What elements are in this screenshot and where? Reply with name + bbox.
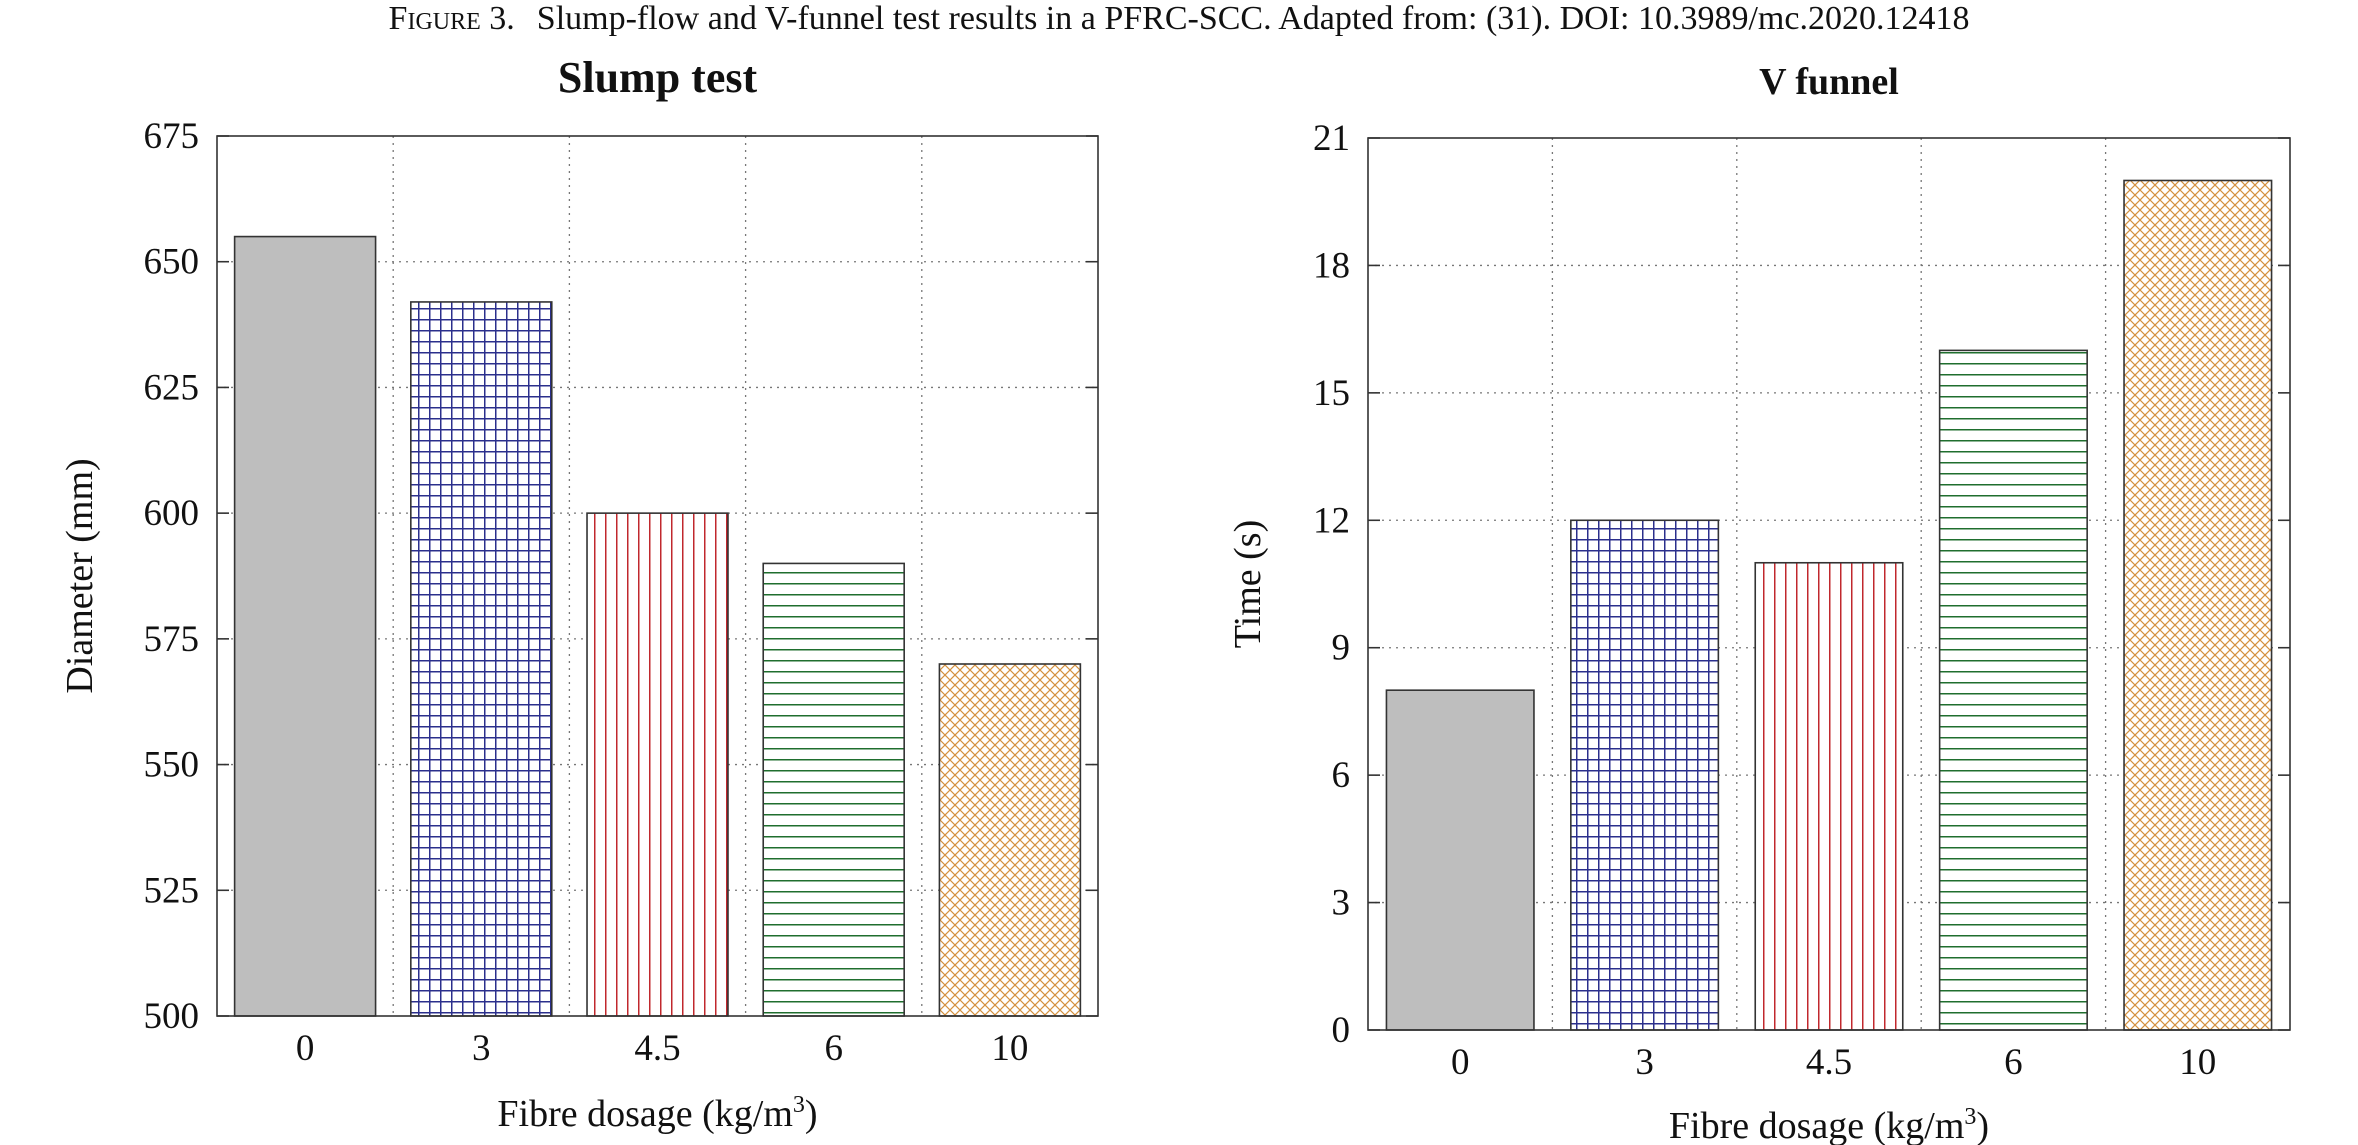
bar <box>1386 690 1534 1030</box>
bar <box>763 563 905 1016</box>
bar <box>587 513 728 1016</box>
chart-title: Slump test <box>558 53 758 102</box>
bar <box>1755 562 1903 1030</box>
y-tick-label: 21 <box>1313 118 1350 159</box>
y-axis-label: Time (s) <box>1227 520 1269 648</box>
bar <box>1939 350 2088 1030</box>
y-tick-label: 525 <box>144 870 200 911</box>
bar <box>1570 520 1719 1030</box>
y-tick-label: 500 <box>144 996 200 1037</box>
x-axis-label: Fibre dosage (kg/m3) <box>1669 1104 1989 1145</box>
x-tick-label: 3 <box>1635 1042 1654 1083</box>
y-tick-label: 12 <box>1313 500 1350 541</box>
v-funnel-chart: V funnel 0 3 6 9 12 15 18 21 0 3 4.5 6 10 Fibre dosage… <box>1227 61 2291 1145</box>
x-tick-label: 10 <box>991 1028 1028 1069</box>
bar <box>234 236 376 1017</box>
bar <box>410 301 552 1016</box>
figure-label: Figure 3. <box>388 0 515 37</box>
y-axis-label: Diameter (mm) <box>59 458 101 693</box>
plot-frame <box>216 135 1099 1017</box>
x-tick-label: 4.5 <box>1806 1042 1852 1083</box>
figure-caption-text: Slump-flow and V-funnel test results in … <box>536 0 1970 37</box>
y-tick-label: 15 <box>1313 373 1350 414</box>
x-tick-label: 4.5 <box>634 1028 680 1069</box>
y-tick-label: 550 <box>144 745 200 786</box>
y-tick-label: 6 <box>1332 755 1351 796</box>
slump-test-chart: Slump test 500 525 550 575 600 625 650 675 0 3 4.5 6… <box>59 53 1099 1135</box>
x-tick-label: 6 <box>824 1028 843 1069</box>
y-tick-label: 625 <box>144 367 200 408</box>
y-tick-label: 675 <box>144 116 200 157</box>
x-tick-label: 3 <box>472 1028 491 1069</box>
bar <box>939 664 1081 1016</box>
y-tick-label: 3 <box>1332 883 1351 924</box>
y-tick-label: 575 <box>144 619 200 660</box>
x-tick-label: 0 <box>296 1028 315 1069</box>
y-tick-label: 18 <box>1313 245 1350 286</box>
x-tick-label: 0 <box>1451 1042 1470 1083</box>
x-tick-label: 6 <box>2004 1042 2023 1083</box>
chart-title: V funnel <box>1759 61 1899 103</box>
y-tick-label: 600 <box>144 493 200 534</box>
y-tick-label: 650 <box>144 242 200 283</box>
bar <box>2124 180 2272 1030</box>
plot-frame <box>1367 137 2291 1031</box>
y-tick-label: 0 <box>1332 1010 1351 1051</box>
x-axis-label: Fibre dosage (kg/m3) <box>497 1092 817 1135</box>
x-tick-label: 10 <box>2179 1042 2216 1083</box>
y-tick-label: 9 <box>1332 628 1351 669</box>
figure-caption: Figure 3. Slump-flow and V-funnel test re… <box>0 0 2358 38</box>
